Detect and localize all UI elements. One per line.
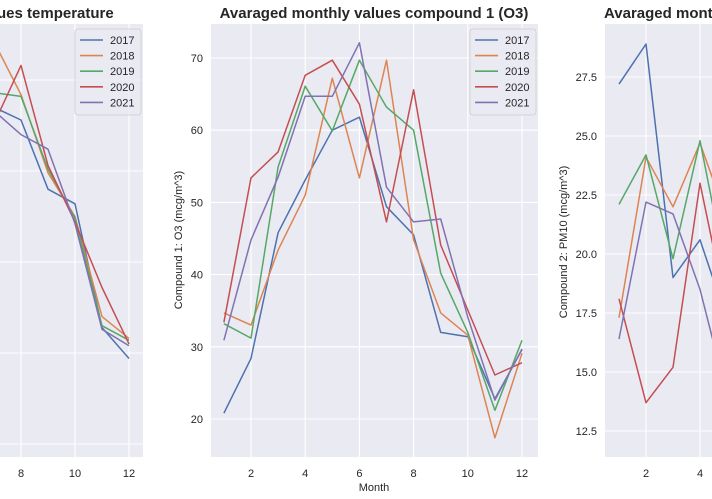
y-tick-label: 12.5 <box>576 426 597 438</box>
series-line-2020 <box>223 59 523 376</box>
series-line-2020 <box>0 64 130 345</box>
legend-label-2020: 2020 <box>505 82 529 94</box>
y-ticks-o3: 20 30 40 50 60 70 <box>191 53 203 426</box>
legend-frame <box>469 28 537 116</box>
x-axis-label-o3: Month <box>359 482 390 494</box>
legend-temperature[interactable]: 2017 2018 2019 2020 2021 <box>74 28 142 116</box>
y-tick-label: 25.0 <box>576 131 597 143</box>
legend-label-2020: 2020 <box>110 82 134 94</box>
x-tick-label: 10 <box>462 468 474 480</box>
y-axis-label-o3: Compound 1: O3 (mcg/m^3) <box>173 171 185 309</box>
x-tick-label: 12 <box>516 468 528 480</box>
plot-area-pm10 <box>605 24 712 457</box>
x-ticks-o3: 2 4 6 8 10 12 <box>248 468 528 480</box>
y-tick-label: 20 <box>191 414 203 426</box>
y-tick-label: 70 <box>191 53 203 65</box>
legend-label-2017: 2017 <box>505 35 529 47</box>
y-tick-label: 40 <box>191 270 203 282</box>
y-tick-label: 22.5 <box>576 190 597 202</box>
series-lines-pm10 <box>618 43 712 404</box>
y-ticks-pm10: 12.5 15.0 17.5 20.0 22.5 25.0 27.5 <box>576 72 597 438</box>
legend-label-2019: 2019 <box>110 66 134 78</box>
panel-temperature: 8 10 12 ues temperature 201720182019202020… <box>0 5 143 480</box>
y-tick-label: 20.0 <box>576 249 597 261</box>
x-tick-label: 8 <box>18 468 24 480</box>
x-tick-label: 6 <box>356 468 362 480</box>
x-tick-label: 8 <box>411 468 417 480</box>
chart-title-pm10: Avaraged mont <box>604 5 712 22</box>
series-line-2021 <box>618 201 712 340</box>
series-line-2020 <box>618 182 712 404</box>
x-tick-label: 2 <box>643 468 649 480</box>
series-line-2017 <box>618 43 712 279</box>
x-tick-label: 2 <box>248 468 254 480</box>
chart-title-o3: Avaraged monthly values compound 1 (O3) <box>220 5 529 22</box>
y-tick-label: 15.0 <box>576 367 597 379</box>
series-line-2018 <box>618 142 712 318</box>
series-lines-o3 <box>223 42 523 439</box>
chart-title-temperature: ues temperature <box>0 5 114 22</box>
x-tick-label: 4 <box>302 468 308 480</box>
series-line-2021 <box>223 42 523 401</box>
series-line-2021 <box>0 115 130 347</box>
y-tick-label: 27.5 <box>576 72 597 84</box>
legend-o3[interactable]: 2017 2018 2019 2020 2021 <box>469 28 537 116</box>
y-tick-label: 17.5 <box>576 308 597 320</box>
legend-frame <box>74 28 142 116</box>
legend-label-2018: 2018 <box>505 51 529 63</box>
series-line-2019 <box>223 59 523 412</box>
y-tick-label: 60 <box>191 125 203 137</box>
legend-label-2018: 2018 <box>110 51 134 63</box>
legend-label-2017: 2017 <box>110 35 134 47</box>
series-line-2019 <box>618 139 712 260</box>
y-tick-label: 30 <box>191 342 203 354</box>
legend-label-2021: 2021 <box>505 97 529 109</box>
y-axis-label-pm10: Compound 2: PM10 (mcg/m^3) <box>558 166 570 319</box>
series-lines-temperature <box>0 51 130 359</box>
panel-o3: 2 4 6 8 10 12 20 30 40 50 60 70 Avaraged monthly v… <box>173 5 538 494</box>
y-tick-label: 50 <box>191 197 203 209</box>
legend-label-2019: 2019 <box>505 66 529 78</box>
legend-label-2021: 2021 <box>110 97 134 109</box>
x-tick-label: 12 <box>123 468 135 480</box>
x-tick-label: 4 <box>697 468 703 480</box>
x-tick-label: 10 <box>69 468 81 480</box>
x-ticks-temperature: 8 10 12 <box>18 468 135 480</box>
